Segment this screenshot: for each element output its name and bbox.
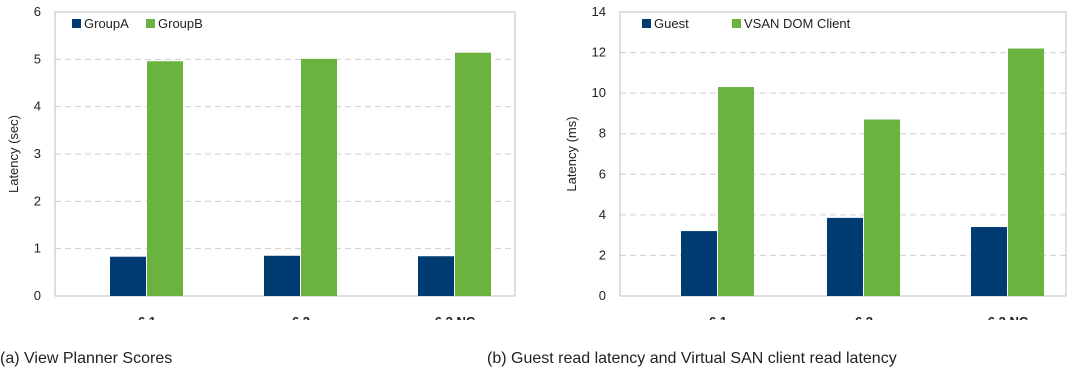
bar-vsan-dom-client-b <box>864 119 900 296</box>
legend-label-a: GroupA <box>84 16 129 31</box>
chart-a-svg: 0 1 2 3 4 5 6 Latency (sec) 6.1 6.2 6.2 NC GroupA Gr… <box>6 4 516 320</box>
x-category-label-a: 6.1 <box>138 314 156 320</box>
y-tick-label-a: 0 <box>34 288 41 303</box>
y-tick-label-a: 6 <box>34 4 41 19</box>
y-tick-label-a: 4 <box>34 99 41 114</box>
x-category-label-a: 6.2 NC <box>435 314 476 320</box>
y-tick-label-b: 2 <box>599 247 606 262</box>
bar-groupb-a <box>147 61 183 296</box>
bar-groupb-a <box>301 58 337 296</box>
caption-a: (a) View Planner Scores <box>0 350 173 367</box>
y-tick-label-a: 2 <box>34 193 41 208</box>
legend-label-b: Guest <box>654 16 689 31</box>
legend-swatch-a <box>146 19 155 28</box>
x-category-label-b: 6.2 NC <box>988 314 1029 320</box>
y-tick-label-b: 6 <box>599 166 606 181</box>
x-category-label-b: 6.2 <box>855 314 873 320</box>
y-tick-label-a: 3 <box>34 146 41 161</box>
bar-vsan-dom-client-b <box>718 87 754 296</box>
chart-b: 0 2 4 6 8 10 12 14 Latency (ms) 6.1 6.2 6.2 NC Guest… <box>558 0 1072 320</box>
x-category-label-b: 6.1 <box>709 314 727 320</box>
bar-guest-b <box>971 227 1007 296</box>
x-category-label-a: 6.2 <box>292 314 310 320</box>
legend-swatch-b <box>642 19 651 28</box>
bar-guest-b <box>681 231 717 296</box>
bar-groupb-a <box>455 52 491 296</box>
bar-groupa-a <box>418 256 454 296</box>
bar-vsan-dom-client-b <box>1008 48 1044 297</box>
y-tick-label-b: 14 <box>592 4 606 19</box>
y-axis-title-a: Latency (sec) <box>6 115 21 193</box>
chart-a: 0 1 2 3 4 5 6 Latency (sec) 6.1 6.2 6.2 NC GroupA Gr… <box>0 0 520 320</box>
legend-label-a: GroupB <box>158 16 203 31</box>
legend-swatch-b <box>732 19 741 28</box>
y-axis-title-b: Latency (ms) <box>564 116 579 191</box>
y-tick-label-b: 12 <box>592 45 606 60</box>
y-tick-label-b: 4 <box>599 207 606 222</box>
legend-label-b: VSAN DOM Client <box>744 16 851 31</box>
legend-swatch-a <box>72 19 81 28</box>
y-tick-label-b: 10 <box>592 85 606 100</box>
y-tick-label-b: 8 <box>599 126 606 141</box>
y-tick-label-b: 0 <box>599 288 606 303</box>
chart-b-svg: 0 2 4 6 8 10 12 14 Latency (ms) 6.1 6.2 6.2 NC Guest… <box>564 4 1067 320</box>
y-tick-label-a: 1 <box>34 241 41 256</box>
bar-groupa-a <box>110 256 146 296</box>
y-tick-label-a: 5 <box>34 51 41 66</box>
caption-b: (b) Guest read latency and Virtual SAN c… <box>487 350 897 367</box>
bar-groupa-a <box>264 255 300 296</box>
bar-guest-b <box>827 217 863 296</box>
